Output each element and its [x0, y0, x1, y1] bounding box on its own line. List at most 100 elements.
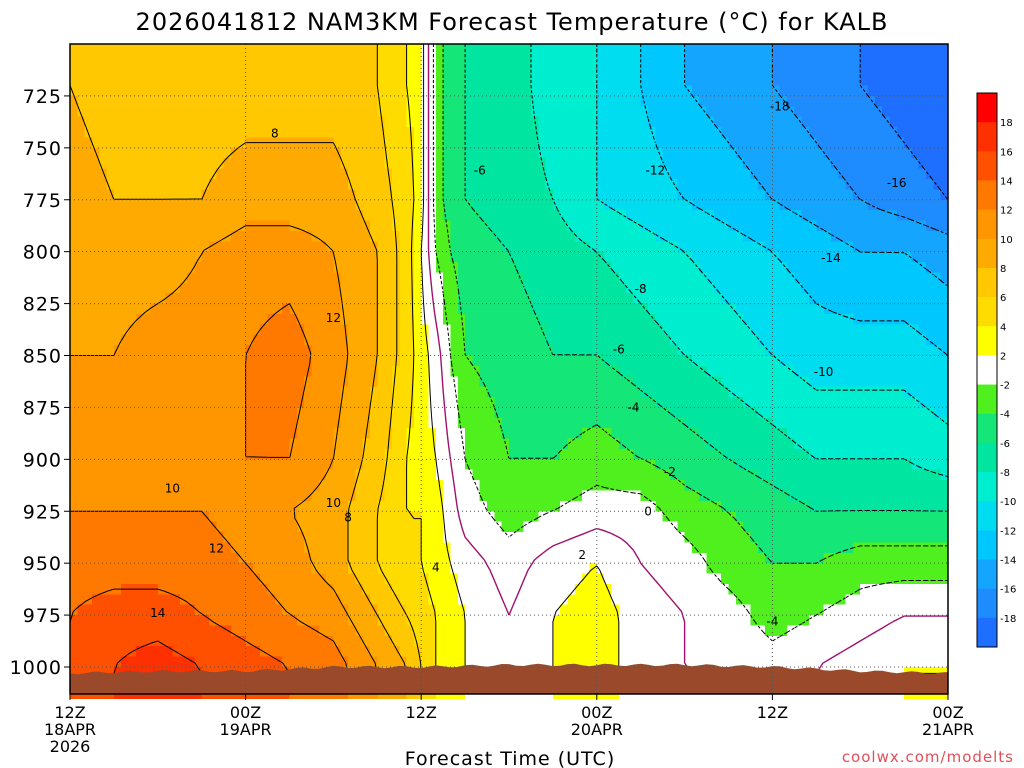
field-cell: [282, 542, 290, 553]
field-cell: [377, 169, 385, 180]
field-cell: [180, 148, 188, 159]
field-cell: [333, 605, 341, 616]
field-cell: [253, 65, 261, 76]
chart-title: 2026041812 NAM3KM Forecast Temperature (…: [136, 8, 889, 36]
field-cell: [480, 304, 488, 315]
field-cell: [143, 65, 151, 76]
field-cell: [180, 490, 188, 501]
field-cell: [114, 86, 122, 97]
field-cell: [107, 75, 115, 86]
field-cell: [238, 189, 246, 200]
field-cell: [553, 574, 561, 585]
field-cell: [92, 231, 100, 242]
field-cell: [150, 262, 158, 273]
field-cell: [290, 106, 298, 117]
field-cell: [502, 252, 510, 263]
field-cell: [333, 397, 341, 408]
field-cell: [370, 532, 378, 543]
field-cell: [568, 65, 576, 76]
field-cell: [129, 439, 137, 450]
field-cell: [487, 646, 495, 657]
field-cell: [77, 418, 85, 429]
field-cell: [311, 304, 319, 315]
field-cell: [509, 646, 517, 657]
field-cell: [260, 376, 268, 387]
field-cell: [502, 293, 510, 304]
field-cell: [275, 470, 283, 481]
field-cell: [224, 366, 232, 377]
field-cell: [129, 314, 137, 325]
field-cell: [531, 252, 539, 263]
field-cell: [531, 335, 539, 346]
field-cell: [282, 148, 290, 159]
field-cell: [560, 522, 568, 533]
field-cell: [450, 553, 458, 564]
field-cell: [121, 646, 129, 657]
field-cell: [465, 221, 473, 232]
field-cell: [114, 127, 122, 138]
field-cell: [524, 189, 532, 200]
field-cell: [494, 96, 502, 107]
field-cell: [597, 418, 605, 429]
field-cell: [443, 563, 451, 574]
field-cell: [290, 262, 298, 273]
field-cell: [538, 127, 546, 138]
field-cell: [202, 428, 210, 439]
field-cell: [319, 439, 327, 450]
field-cell: [290, 470, 298, 481]
field-cell: [458, 459, 466, 470]
field-cell: [114, 532, 122, 543]
field-cell: [524, 542, 532, 553]
field-cell: [194, 44, 202, 55]
field-cell: [231, 563, 239, 574]
field-cell: [85, 335, 93, 346]
field-cell: [363, 387, 371, 398]
field-cell: [297, 262, 305, 273]
field-cell: [531, 356, 539, 367]
field-cell: [282, 200, 290, 211]
field-cell: [509, 189, 517, 200]
field-cell: [282, 470, 290, 481]
field-cell: [231, 158, 239, 169]
field-cell: [85, 657, 93, 668]
field-cell: [355, 272, 363, 283]
field-cell: [487, 584, 495, 595]
field-cell: [597, 200, 605, 211]
field-cell: [304, 169, 312, 180]
field-cell: [165, 96, 173, 107]
field-cell: [311, 179, 319, 190]
field-cell: [224, 200, 232, 211]
field-cell: [304, 127, 312, 138]
field-cell: [502, 459, 510, 470]
field-cell: [568, 407, 576, 418]
field-cell: [575, 137, 583, 148]
field-cell: [187, 522, 195, 533]
field-cell: [589, 200, 597, 211]
field-cell: [253, 106, 261, 117]
field-cell: [509, 511, 517, 522]
field-cell: [99, 54, 107, 65]
field-cell: [502, 449, 510, 460]
field-cell: [348, 428, 356, 439]
field-cell: [150, 428, 158, 439]
field-cell: [143, 137, 151, 148]
field-cell: [575, 615, 583, 626]
field-cell: [597, 272, 605, 283]
field-cell: [472, 293, 480, 304]
field-cell: [341, 532, 349, 543]
field-cell: [487, 615, 495, 626]
field-cell: [304, 44, 312, 55]
field-cell: [619, 428, 627, 439]
field-cell: [290, 169, 298, 180]
field-cell: [436, 314, 444, 325]
field-cell: [319, 96, 327, 107]
field-cell: [421, 304, 429, 315]
field-cell: [392, 511, 400, 522]
field-cell: [282, 272, 290, 283]
field-cell: [502, 553, 510, 564]
field-cell: [85, 376, 93, 387]
field-cell: [194, 636, 202, 647]
field-cell: [392, 179, 400, 190]
field-cell: [421, 605, 429, 616]
field-cell: [107, 241, 115, 252]
